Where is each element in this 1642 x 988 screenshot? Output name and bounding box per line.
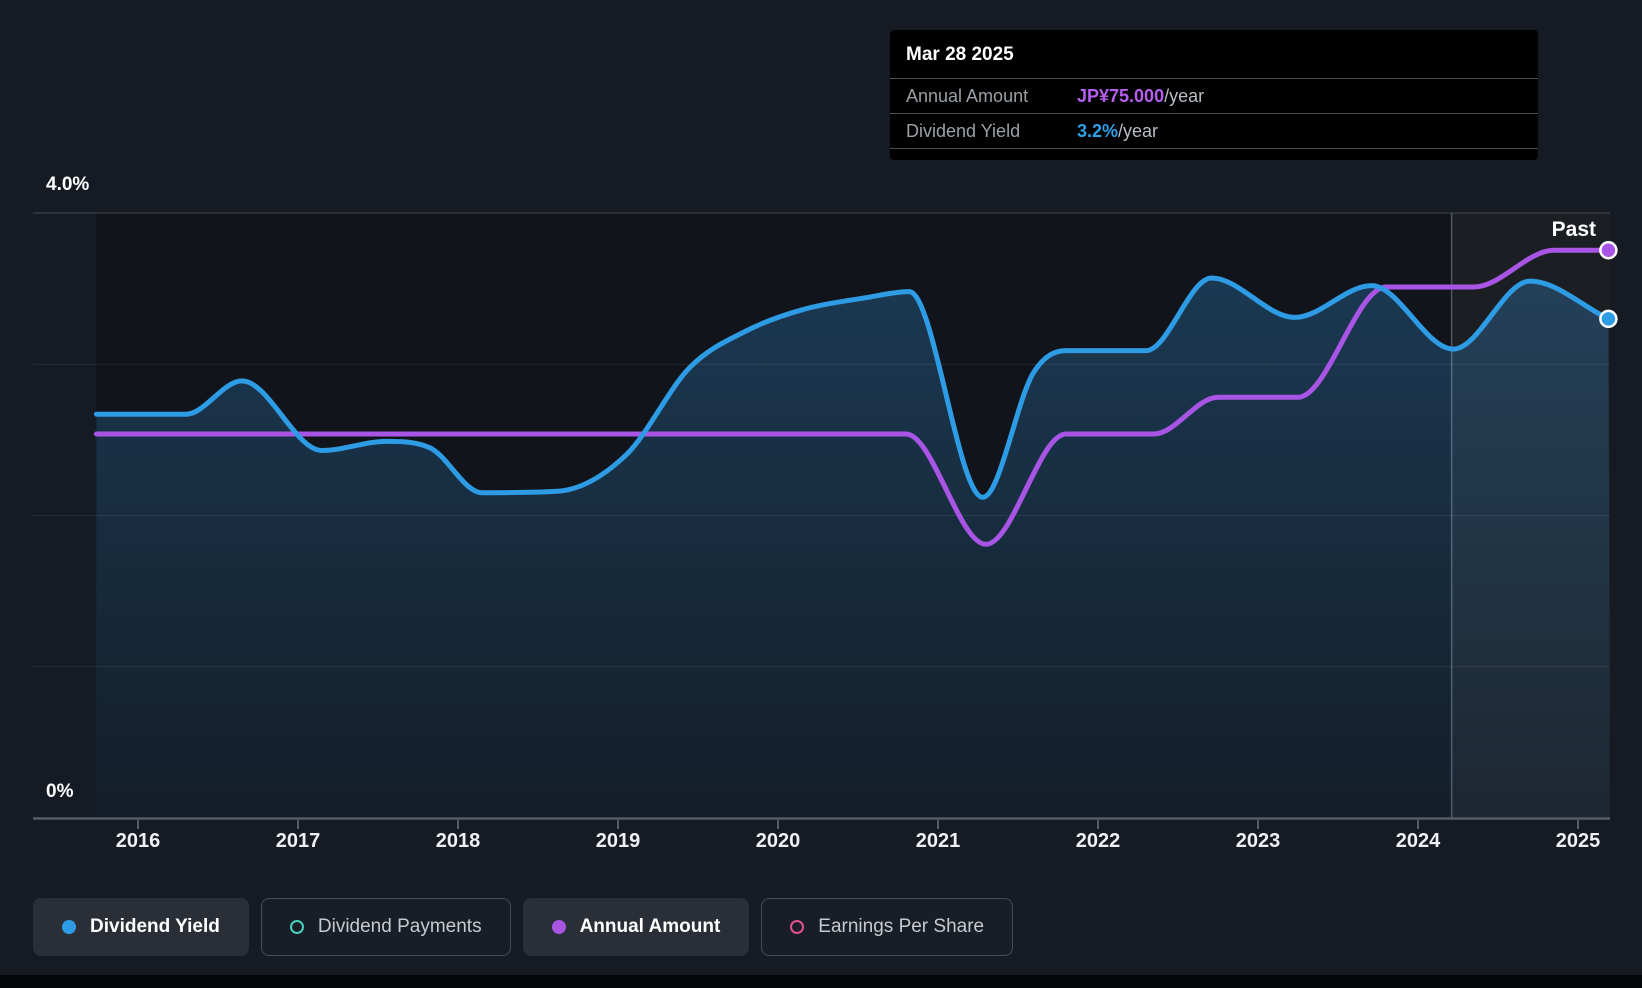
annual-amount-dot-icon <box>551 920 566 934</box>
x-tick-2018: 2018 <box>435 830 481 852</box>
tooltip-value: 3.2% <box>1077 120 1119 141</box>
legend-label: Earnings Per Share <box>818 916 985 937</box>
x-tick-2017: 2017 <box>275 830 321 852</box>
tooltip-row-annual-amount: Annual Amount JP¥75.000 /year <box>890 78 1538 113</box>
legend-toggle-dividend-payments[interactable]: Dividend Payments <box>260 898 511 956</box>
legend-toggle-annual-amount[interactable]: Annual Amount <box>522 898 750 956</box>
chart-legend: Dividend Yield Dividend Payments Annual … <box>33 898 1014 956</box>
tooltip-label: Dividend Yield <box>906 120 1021 141</box>
x-tick-2023: 2023 <box>1235 830 1281 852</box>
x-tick-2024: 2024 <box>1395 830 1441 852</box>
earnings-per-share-ring-icon <box>790 920 805 934</box>
x-tick-2025: 2025 <box>1555 830 1601 852</box>
legend-label: Dividend Yield <box>90 916 220 937</box>
x-tick-2021: 2021 <box>915 830 961 852</box>
legend-toggle-dividend-yield[interactable]: Dividend Yield <box>33 898 249 956</box>
legend-label: Annual Amount <box>579 916 721 937</box>
tooltip-value: JP¥75.000 <box>1077 85 1165 106</box>
window-bottom-edge <box>0 975 1642 988</box>
legend-label: Dividend Payments <box>317 916 482 937</box>
past-period-label: Past <box>1551 218 1596 241</box>
tooltip-label: Annual Amount <box>906 85 1029 106</box>
tooltip-date: Mar 28 2025 <box>906 44 1014 65</box>
x-tick-2022: 2022 <box>1075 830 1121 852</box>
tooltip-suffix: /year <box>1164 85 1205 106</box>
tooltip-row-dividend-yield: Dividend Yield 3.2% /year <box>890 113 1538 149</box>
x-tick-2016: 2016 <box>115 830 161 852</box>
y-axis-bottom-label: 0% <box>46 781 74 802</box>
chart-tooltip: Mar 28 2025 Annual Amount JP¥75.000 /yea… <box>890 30 1538 160</box>
dividend-payments-ring-icon <box>289 920 304 934</box>
legend-toggle-earnings-per-share[interactable]: Earnings Per Share <box>761 898 1014 956</box>
tooltip-suffix: /year <box>1118 120 1159 141</box>
x-tick-2019: 2019 <box>595 830 641 852</box>
dividend-yield-dot-icon <box>62 920 76 934</box>
x-tick-2020: 2020 <box>755 830 801 852</box>
y-axis-top-label: 4.0% <box>46 174 90 195</box>
